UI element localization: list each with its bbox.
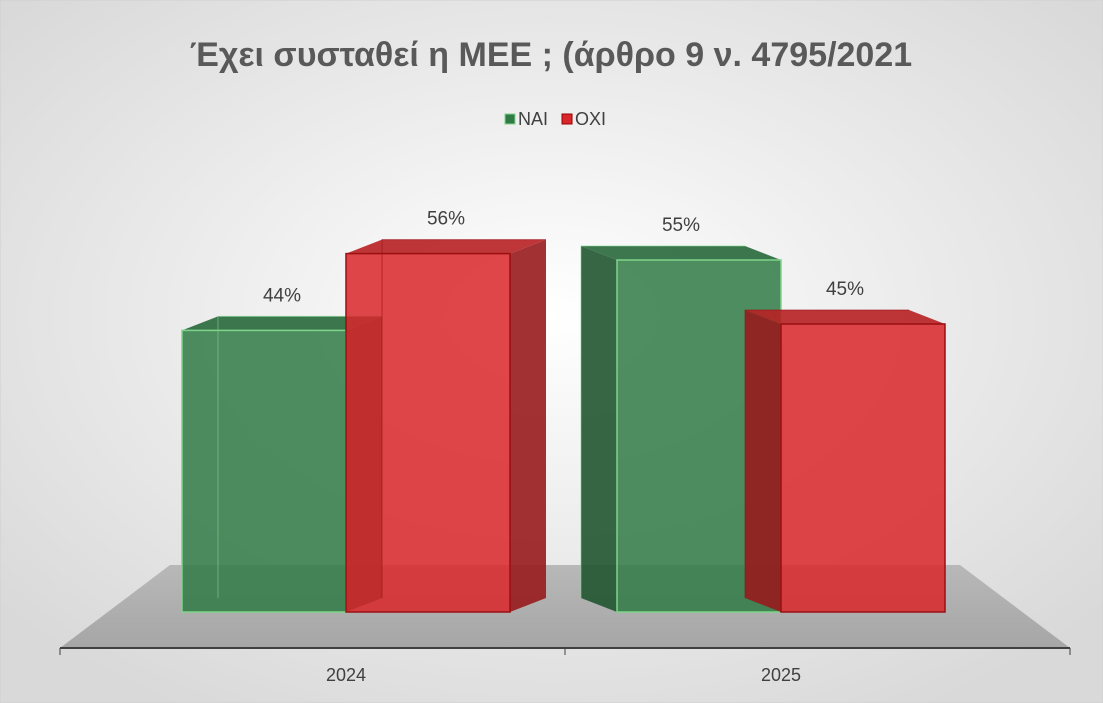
bar: [780, 323, 946, 613]
bar-edge: [217, 315, 382, 598]
bar-side: [510, 239, 546, 612]
bar-top: [745, 310, 945, 324]
bar-edge: [580, 245, 745, 598]
data-label: 44%: [263, 285, 301, 306]
bar-side: [581, 246, 617, 612]
bar-edge: [744, 309, 909, 598]
legend-swatch: [504, 113, 516, 125]
bar-top: [182, 316, 382, 331]
legend-swatch: [561, 113, 573, 125]
data-label: 45%: [826, 279, 864, 300]
bar-top: [581, 246, 781, 260]
bar: [181, 329, 347, 613]
legend: ΝΑΙ ΟΧΙ: [504, 109, 606, 129]
x-tick-label: 2024: [326, 665, 366, 685]
bar: [345, 252, 511, 613]
chart-title: Έχει συσταθεί η ΜΕΕ ; (άρθρο 9 ν. 4795/2…: [190, 36, 912, 74]
bar-edge: [381, 239, 546, 598]
data-label: 56%: [427, 209, 465, 230]
bar-top: [346, 239, 546, 254]
x-tick-label: 2025: [761, 665, 801, 685]
bar-side: [745, 310, 781, 612]
legend-label: ΝΑΙ: [518, 109, 548, 129]
legend-label: ΟΧΙ: [575, 109, 606, 129]
data-label: 55%: [662, 215, 700, 236]
